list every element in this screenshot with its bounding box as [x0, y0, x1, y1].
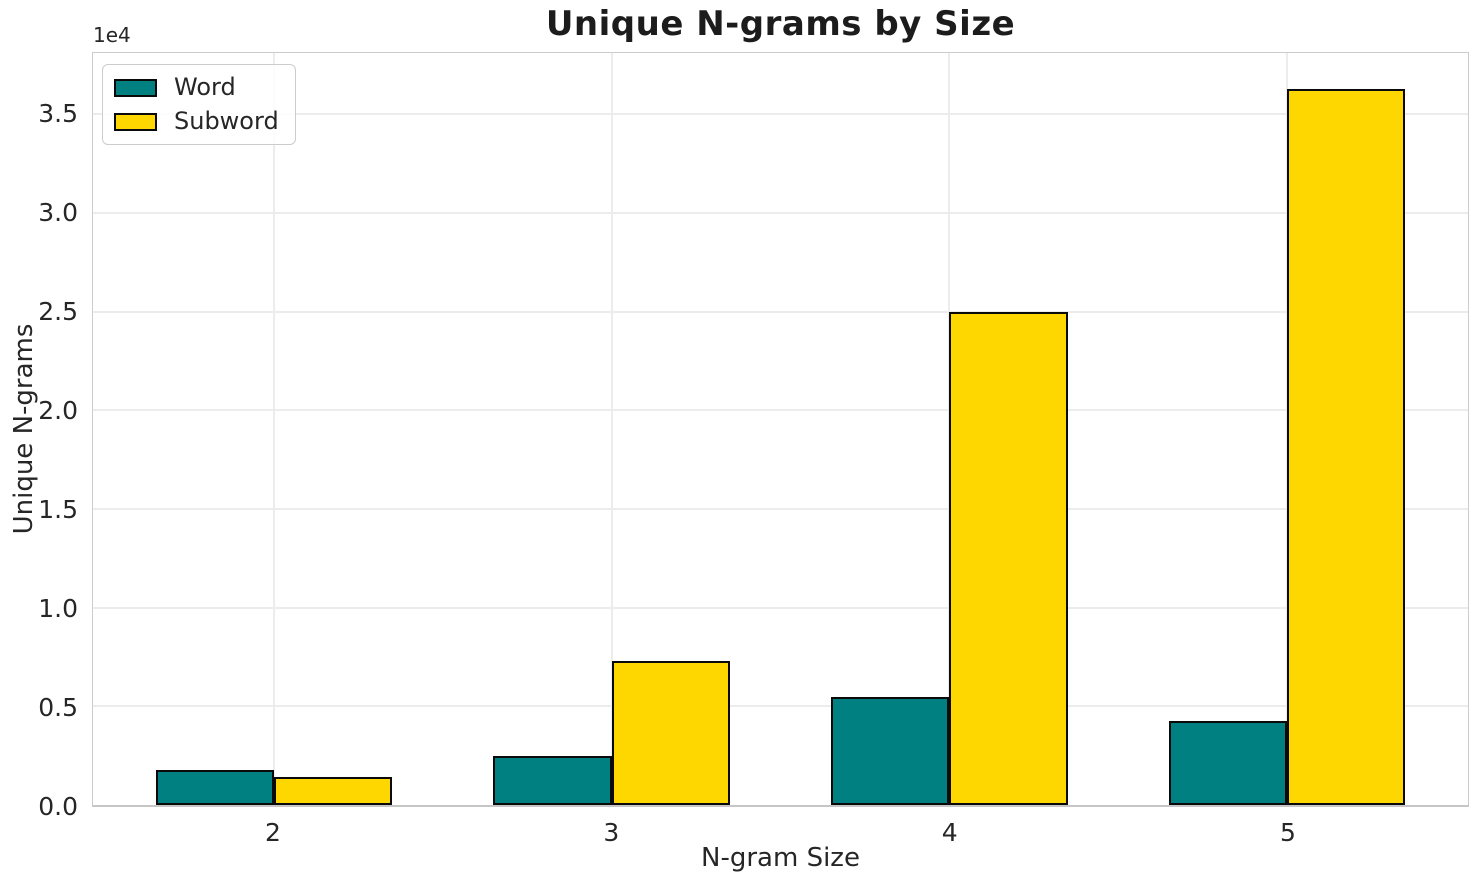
bar-subword-ngram-4	[949, 311, 1068, 805]
plot-area: Word Subword	[92, 52, 1469, 807]
gridline-horizontal	[93, 606, 1468, 609]
bar-word-ngram-4	[831, 697, 950, 805]
y-tick-1.5: 1.5	[38, 494, 78, 524]
bar-word-ngram-2	[155, 769, 274, 805]
gridline-horizontal	[93, 113, 1468, 116]
y-tick-0.5: 0.5	[38, 692, 78, 722]
x-tick-3: 3	[603, 818, 620, 847]
legend: Word Subword	[102, 64, 296, 145]
bar-subword-ngram-2	[273, 777, 392, 805]
gridline-horizontal	[93, 409, 1468, 412]
y-tick-3.5: 3.5	[38, 98, 78, 128]
y-tick-3.0: 3.0	[38, 197, 78, 227]
gridline-horizontal	[93, 310, 1468, 313]
x-tick-5: 5	[1280, 818, 1296, 847]
chart-title: Unique N-grams by Size	[545, 4, 1016, 44]
legend-label-word: Word	[174, 73, 236, 101]
bar-subword-ngram-5	[1287, 88, 1406, 805]
x-tick-4: 4	[941, 818, 958, 847]
gridline-horizontal	[93, 508, 1468, 511]
y-tick-1.0: 1.0	[38, 593, 78, 623]
gridline-vertical	[272, 53, 275, 805]
legend-swatch-subword	[114, 112, 157, 131]
bar-word-ngram-5	[1169, 721, 1288, 805]
y-tick-2.5: 2.5	[38, 296, 78, 326]
y-tick-2.0: 2.0	[38, 395, 78, 425]
bar-word-ngram-3	[493, 755, 612, 805]
bar-subword-ngram-3	[611, 660, 730, 805]
y-axis-offset-label: 1e4	[93, 23, 131, 47]
gridline-vertical	[610, 53, 613, 805]
legend-entry-word: Word	[114, 74, 279, 101]
gridline-horizontal	[93, 212, 1468, 215]
legend-swatch-word	[114, 78, 157, 97]
legend-entry-subword: Subword	[114, 108, 279, 135]
y-tick-0.0: 0.0	[38, 792, 78, 821]
x-tick-2: 2	[265, 818, 281, 847]
gridline-horizontal	[93, 705, 1468, 708]
x-axis-label: N-gram Size	[701, 843, 860, 873]
legend-label-subword: Subword	[174, 107, 279, 135]
